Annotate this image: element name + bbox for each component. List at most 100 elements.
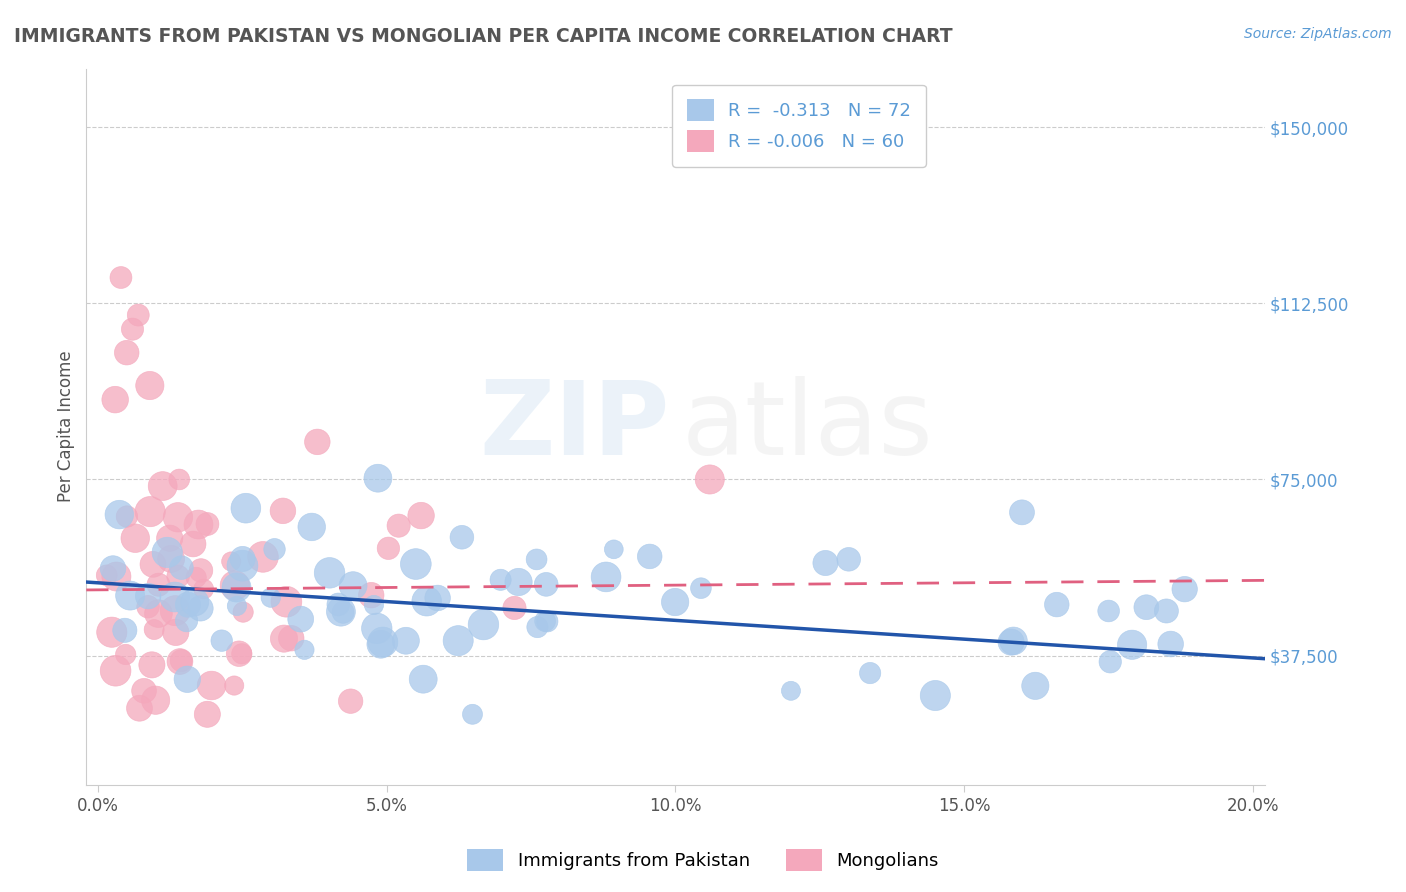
Point	[183, 595, 205, 609]
Point	[508, 574, 530, 589]
Point	[165, 604, 187, 618]
Point	[167, 510, 190, 524]
Point	[1156, 604, 1178, 618]
Text: ZIP: ZIP	[479, 376, 669, 477]
Point	[332, 605, 354, 619]
Text: Source: ZipAtlas.com: Source: ZipAtlas.com	[1244, 27, 1392, 41]
Point	[412, 672, 434, 686]
Point	[367, 471, 389, 485]
Point	[176, 673, 198, 687]
Point	[814, 556, 837, 570]
Point	[142, 558, 165, 572]
Point	[339, 694, 361, 708]
Point	[595, 570, 617, 584]
Point	[235, 501, 257, 516]
Point	[148, 578, 170, 592]
Point	[232, 552, 254, 566]
Point	[231, 647, 253, 661]
Point	[1099, 655, 1122, 669]
Text: atlas: atlas	[682, 376, 934, 477]
Point	[148, 607, 170, 621]
Point	[363, 598, 385, 612]
Point	[145, 693, 167, 707]
Point	[838, 552, 860, 566]
Point	[159, 531, 181, 545]
Point	[200, 679, 222, 693]
Point	[395, 633, 418, 648]
Point	[290, 612, 312, 626]
Point	[1002, 634, 1025, 648]
Point	[197, 516, 219, 531]
Point	[1046, 598, 1069, 612]
Point	[141, 657, 163, 672]
Point	[780, 683, 803, 698]
Point	[271, 504, 294, 518]
Point	[184, 570, 207, 584]
Point	[294, 642, 316, 657]
Point	[115, 345, 138, 359]
Point	[115, 509, 138, 524]
Point	[534, 614, 557, 628]
Point	[167, 473, 190, 487]
Point	[447, 633, 470, 648]
Point	[225, 581, 247, 595]
Point	[101, 561, 124, 575]
Point	[224, 679, 246, 693]
Point	[409, 508, 432, 523]
Point	[415, 594, 437, 608]
Point	[120, 589, 142, 603]
Point	[690, 581, 713, 595]
Point	[121, 322, 143, 336]
Point	[301, 520, 323, 534]
Point	[232, 605, 254, 619]
Point	[156, 545, 179, 559]
Point	[638, 549, 661, 564]
Point	[143, 623, 166, 637]
Y-axis label: Per Capita Income: Per Capita Income	[58, 351, 75, 502]
Point	[139, 378, 162, 392]
Point	[193, 582, 215, 596]
Point	[1135, 600, 1157, 615]
Point	[177, 598, 200, 612]
Point	[472, 617, 495, 632]
Point	[360, 588, 382, 602]
Point	[534, 577, 557, 591]
Point	[124, 531, 146, 545]
Point	[136, 589, 159, 603]
Point	[489, 573, 512, 587]
Point	[1011, 505, 1033, 519]
Point	[273, 632, 295, 646]
Point	[263, 542, 285, 557]
Point	[170, 654, 193, 668]
Point	[329, 605, 352, 619]
Point	[128, 701, 150, 715]
Point	[307, 434, 329, 449]
Point	[114, 648, 136, 662]
Point	[1098, 604, 1121, 618]
Point	[426, 591, 449, 605]
Point	[371, 635, 394, 649]
Point	[1174, 582, 1197, 596]
Point	[503, 601, 526, 615]
Point	[195, 707, 218, 722]
Point	[405, 557, 427, 571]
Point	[924, 689, 946, 703]
Point	[170, 560, 193, 574]
Point	[114, 624, 136, 638]
Point	[526, 552, 548, 566]
Point	[104, 664, 127, 678]
Point	[219, 554, 242, 568]
Point	[190, 564, 212, 578]
Point	[280, 632, 302, 646]
Point	[136, 599, 159, 614]
Point	[127, 308, 149, 322]
Point	[1024, 679, 1046, 693]
Point	[226, 599, 249, 613]
Point	[108, 508, 131, 522]
Point	[699, 473, 721, 487]
Legend: R =  -0.313   N = 72, R = -0.006   N = 60: R = -0.313 N = 72, R = -0.006 N = 60	[672, 85, 925, 167]
Point	[252, 549, 274, 564]
Point	[318, 566, 340, 580]
Point	[163, 590, 186, 604]
Text: IMMIGRANTS FROM PAKISTAN VS MONGOLIAN PER CAPITA INCOME CORRELATION CHART: IMMIGRANTS FROM PAKISTAN VS MONGOLIAN PE…	[14, 27, 953, 45]
